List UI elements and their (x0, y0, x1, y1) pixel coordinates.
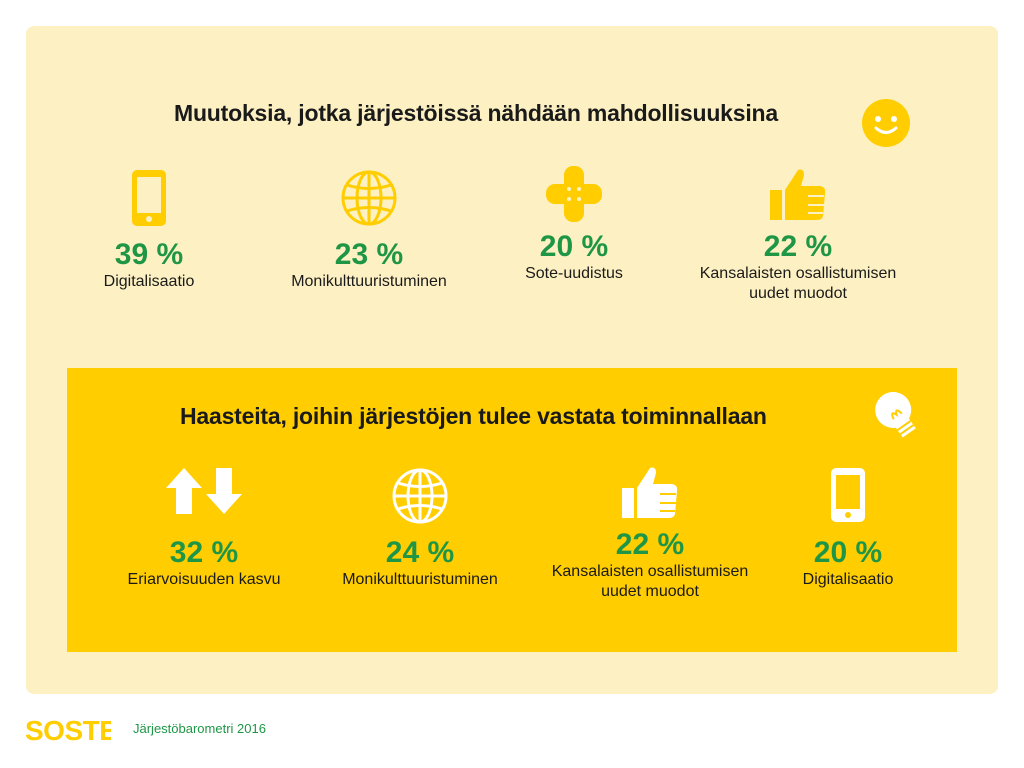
smiley-icon (862, 99, 910, 147)
globe-icon (392, 468, 448, 524)
stat-value: 23 % (334, 238, 404, 271)
stat-label: Sote-uudistus (525, 265, 623, 282)
challenge-digitalisation: 20 % Digitalisaatio (728, 466, 968, 590)
soste-logo: SOSTE (25, 715, 118, 754)
stat-label: Eriarvoisuuden kasvu (127, 571, 281, 588)
stat-value: 22 % (615, 528, 685, 561)
opportunity-sote-reform: 20 % Sote-uudistus (454, 164, 694, 284)
stat-label: Monikulttuuristuminen (342, 571, 498, 588)
stat-value: 20 % (813, 536, 883, 569)
opportunity-participation: 22 % Kansalaisten osallistumisen uudet m… (678, 166, 918, 304)
stat-value: 24 % (385, 536, 455, 569)
challenge-inequality: 32 % Eriarvoisuuden kasvu (84, 466, 324, 590)
soste-logo-mark: SOSTE (25, 715, 118, 746)
globe-icon (341, 170, 397, 226)
light-bulb-icon (875, 391, 916, 438)
bandage-icon (546, 166, 602, 222)
opportunity-multiculturalism: 23 % Monikulttuuristuminen (249, 168, 489, 292)
stat-value: 22 % (763, 230, 833, 263)
opportunity-digitalisation: 39 % Digitalisaatio (29, 168, 269, 292)
stat-value: 32 % (169, 536, 239, 569)
stat-value: 39 % (114, 238, 184, 271)
stat-label: Digitalisaatio (802, 571, 894, 588)
challenge-multiculturalism: 24 % Monikulttuuristuminen (300, 466, 540, 590)
thumbs-up-icon (622, 467, 678, 518)
stat-value: 20 % (539, 230, 609, 263)
stat-label: Monikulttuuristuminen (291, 273, 447, 290)
challenges-title: Haasteita, joihin järjestöjen tulee vast… (180, 403, 767, 429)
stat-label: Digitalisaatio (103, 273, 195, 290)
phone-icon (132, 170, 166, 226)
thumbs-up-icon (770, 169, 826, 220)
phone-icon (831, 468, 865, 522)
stat-label: Kansalaisten osallistumisen uudet muodot (699, 265, 897, 302)
source-text: Järjestöbarometri 2016 (133, 721, 266, 736)
logo-text: SOSTE (25, 716, 111, 746)
challenges-box (67, 368, 957, 652)
challenge-participation: 22 % Kansalaisten osallistumisen uudet m… (530, 464, 770, 602)
up-down-arrows-icon (166, 468, 242, 514)
opportunities-title: Muutoksia, jotka järjestöissä nähdään ma… (174, 100, 778, 126)
stat-label: Kansalaisten osallistumisen uudet muodot (551, 563, 749, 600)
